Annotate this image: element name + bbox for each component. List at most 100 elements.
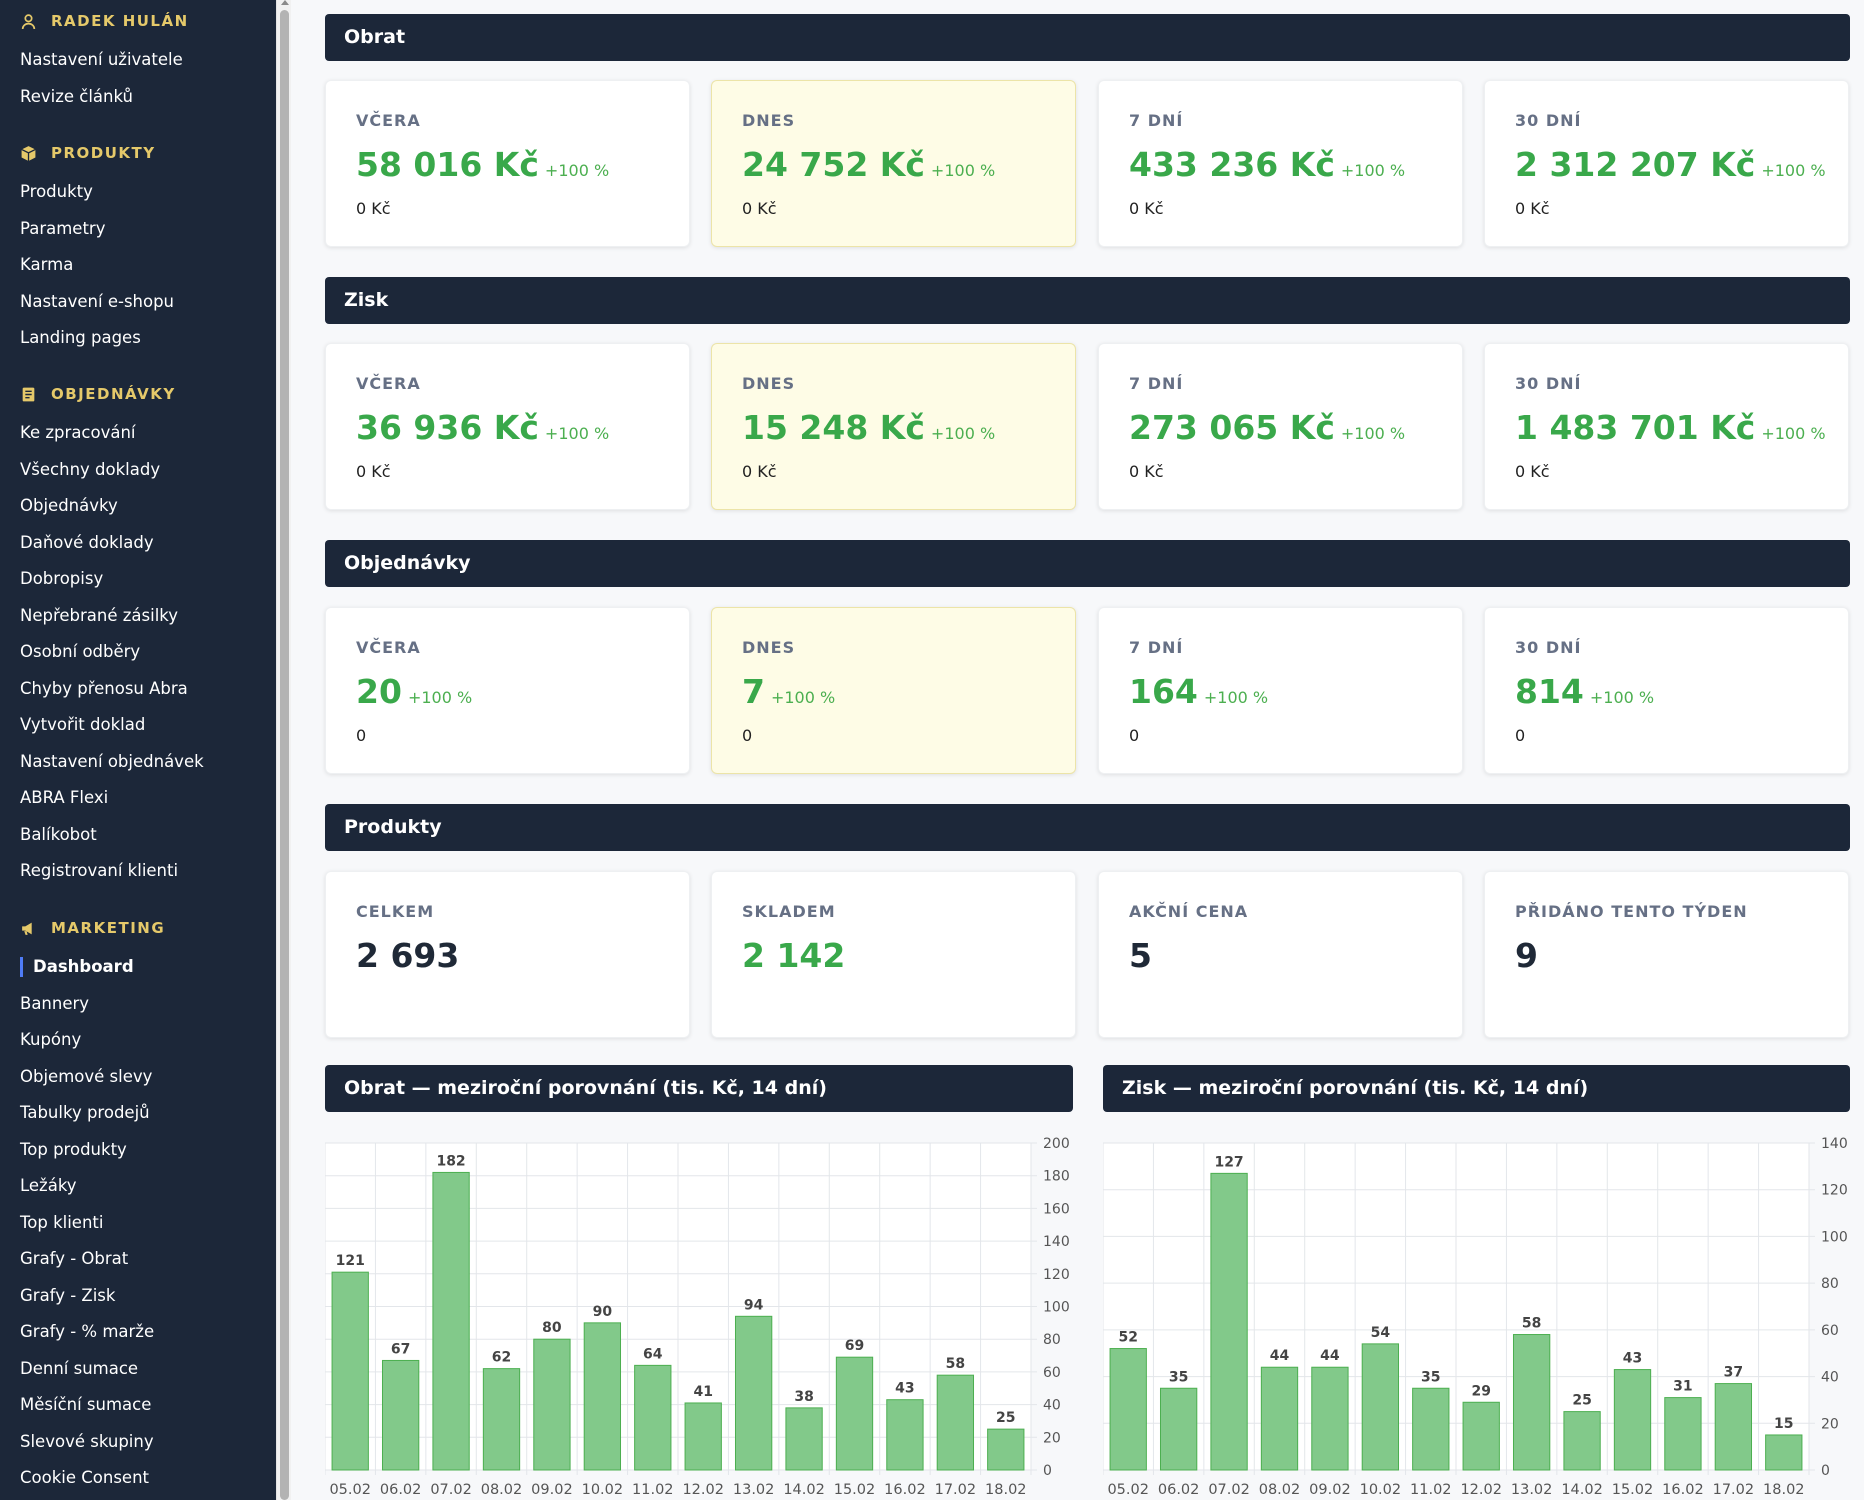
sidebar-item-landing-pages[interactable]: Landing pages [20,328,141,347]
card-label: 7 DNÍ [1129,374,1184,393]
sidebar-item-dashboard[interactable]: Dashboard [20,955,134,979]
y-tick-label: 0 [1821,1463,1830,1479]
card-label: DNES [742,638,796,657]
zisk-section-bar: Zisk [325,277,1850,324]
sidebar-item-dobropisy[interactable]: Dobropisy [20,569,104,588]
scroll-up-arrow-icon[interactable] [281,0,289,5]
objednavky-title: OBJEDNÁVKY [51,385,176,403]
sidebar-item-karma[interactable]: Karma [20,255,74,274]
sidebar-item-abra-flexi[interactable]: ABRA Flexi [20,788,109,807]
sidebar-item-objednavky[interactable]: Objednávky [20,496,118,515]
y-tick-label: 60 [1043,1365,1061,1381]
card-value-number: 15 248 Kč [742,408,925,447]
card-value-number: 814 [1515,672,1584,711]
produkty-section-header[interactable]: PRODUKTY [20,142,156,164]
card-label: 30 DNÍ [1515,111,1582,130]
sidebar-scrollbar[interactable] [276,0,291,1500]
card-label: 30 DNÍ [1515,638,1582,657]
card-value: 1 483 701 Kč +100 % [1515,408,1826,447]
objednavky-card-vcera: VČERA 20 +100 % 0 [325,607,690,774]
bar-17.02 [936,1374,975,1471]
sidebar-item-revize-clanku[interactable]: Revize článků [20,86,134,106]
sidebar-item-danove-doklady[interactable]: Daňové doklady [20,532,154,552]
sidebar-item-osobni-odbery[interactable]: Osobní odběry [20,642,141,661]
bar-value-label: 31 [1673,1379,1692,1395]
sidebar-item-bannery[interactable]: Bannery [20,993,90,1013]
sidebar-item-denni-sumace[interactable]: Denní sumace [20,1358,139,1378]
sidebar-item-nastaveni-objednavek[interactable]: Nastavení objednávek [20,751,204,771]
card-value-number: 164 [1129,672,1198,711]
sidebar-item-slevove-skupiny[interactable]: Slevové skupiny [20,1431,154,1451]
sidebar-item-ke-zpracovani[interactable]: Ke zpracování [20,423,136,442]
obrat-card-7-dni: 7 DNÍ 433 236 Kč +100 % 0 Kč [1098,80,1463,247]
objednavky-section-header[interactable]: OBJEDNÁVKY [20,383,176,405]
sidebar-item-nastaveni-e-shopu[interactable]: Nastavení e-shopu [20,291,175,311]
sidebar-item-produkty[interactable]: Produkty [20,182,93,201]
bar-06.02 [1159,1387,1198,1471]
zisk-card-dnes: DNES 15 248 Kč +100 % 0 Kč [711,343,1076,510]
card-label: AKČNÍ CENA [1129,902,1249,921]
sidebar-item-nastaveni-uzivatele[interactable]: Nastavení uživatele [20,50,183,69]
sidebar-item-top-produkty[interactable]: Top produkty [20,1139,127,1159]
sidebar-item-tabulky-prodeju[interactable]: Tabulky prodejů [20,1103,150,1122]
bar-value-label: 80 [542,1320,562,1336]
user-section-header[interactable]: RADEK HULÁN [20,10,189,32]
card-value: 273 065 Kč +100 % [1129,408,1405,447]
sidebar-item-cookie-consent[interactable]: Cookie Consent [20,1468,149,1487]
bar-16.02 [886,1399,924,1471]
sidebar-item-objemove-slevy[interactable]: Objemové slevy [20,1066,153,1086]
x-tick-label: 06.02 [1158,1482,1200,1498]
scrollbar-thumb[interactable] [280,10,289,1500]
obrat-title: Obrat [344,26,406,48]
marketing-section-header[interactable]: MARKETING [20,917,165,939]
zisk-card-30-dni: 30 DNÍ 1 483 701 Kč +100 % 0 Kč [1484,343,1849,510]
card-value-number: 24 752 Kč [742,145,925,184]
card-comparison-value: 0 [356,726,367,745]
card-change-percent: +100 % [1203,688,1269,707]
sidebar-item-vytvorit-doklad[interactable]: Vytvořit doklad [20,715,146,734]
user-name: RADEK HULÁN [51,12,189,30]
sidebar-item-registrovani-klienti[interactable]: Registrovaní klienti [20,861,179,880]
card-label: PŘIDÁNO TENTO TÝDEN [1515,902,1748,921]
sidebar-item-kupony[interactable]: Kupóny [20,1030,82,1049]
sidebar: RADEK HULÁN Nastavení uživatele Revize čl… [0,0,276,1500]
card-label: VČERA [356,638,421,657]
card-change-percent: +100 % [930,161,996,180]
sidebar-item-grafy-marze[interactable]: Grafy - % marže [20,1322,155,1341]
objednavky-section-bar: Objednávky [325,540,1850,587]
sidebar-item-lezaky[interactable]: Ležáky [20,1176,77,1195]
card-value-number: 58 016 Kč [356,145,539,184]
card-change-percent: +100 % [407,688,473,707]
card-change-percent: +100 % [1340,424,1406,443]
sidebar-item-chyby-prenosu-abra[interactable]: Chyby přenosu Abra [20,678,188,698]
zisk-chart-header: Zisk — meziroční porovnání (tis. Kč, 14 … [1103,1065,1850,1112]
card-value: 24 752 Kč +100 % [742,145,995,184]
card-value: 433 236 Kč +100 % [1129,145,1405,184]
bar-09.02 [533,1338,571,1471]
sidebar-item-grafy-obrat[interactable]: Grafy - Obrat [20,1249,129,1268]
sidebar-item-grafy-zisk[interactable]: Grafy - Zisk [20,1285,116,1305]
zisk-chart-title: Zisk — meziroční porovnání (tis. Kč, 14 … [1122,1077,1589,1099]
bar-value-label: 43 [895,1381,914,1397]
box-icon [21,145,36,161]
bar-value-label: 35 [1169,1369,1188,1385]
bar-value-label: 121 [336,1253,365,1269]
x-tick-label: 18.02 [1763,1482,1805,1498]
sidebar-item-top-klienti[interactable]: Top klienti [20,1212,104,1232]
card-value: 5 [1129,936,1152,975]
sidebar-item-vsechny-doklady[interactable]: Všechny doklady [20,459,161,479]
sidebar-item-balikobot[interactable]: Balíkobot [20,824,97,844]
card-value-number: 273 065 Kč [1129,408,1335,447]
x-tick-label: 08.02 [1259,1482,1301,1498]
card-comparison-value: 0 Kč [1515,462,1550,481]
y-tick-label: 40 [1043,1398,1061,1414]
produkty-card-skladem: SKLADEM 2 142 [711,871,1076,1038]
x-tick-label: 11.02 [1410,1482,1452,1498]
sidebar-item-neprebrane-zasilky[interactable]: Nepřebrané zásilky [20,605,179,625]
sidebar-item-mesicni-sumace[interactable]: Měsíční sumace [20,1395,152,1414]
x-tick-label: 05.02 [1107,1482,1149,1498]
sidebar-item-parametry[interactable]: Parametry [20,218,106,238]
card-comparison-value: 0 [1515,726,1526,745]
produkty-section-title: Produkty [344,816,442,838]
x-tick-label: 07.02 [430,1482,472,1498]
